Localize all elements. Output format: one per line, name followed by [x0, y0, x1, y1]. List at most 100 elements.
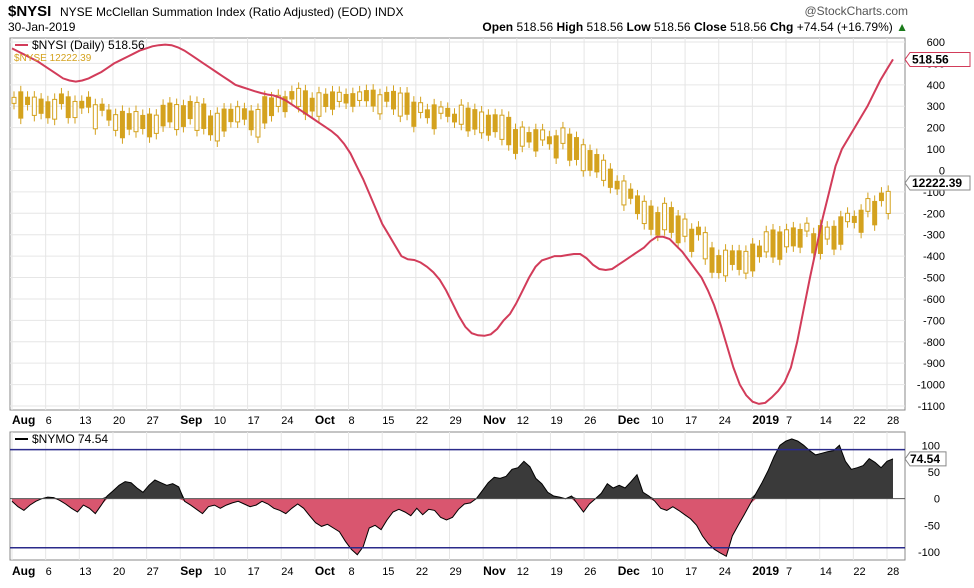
high-label: High — [556, 20, 584, 34]
y-tick-label: 0 — [939, 165, 945, 177]
nyse-candle — [431, 104, 437, 130]
open-label: Open — [482, 20, 514, 34]
nyse-candle — [729, 250, 735, 265]
nyse-candle — [804, 222, 810, 232]
nyse-candle — [560, 127, 566, 144]
nyse-candle — [784, 229, 790, 248]
nysi-series-line — [11, 43, 894, 405]
nyse-candle — [716, 255, 722, 274]
y-tick-label: -800 — [923, 337, 945, 349]
x-tick-label: 13 — [79, 566, 91, 578]
nyse-candle — [180, 105, 186, 127]
x-tick-label: 7 — [786, 415, 792, 427]
x-tick-label: 7 — [786, 566, 792, 578]
description-text: NYSE McClellan Summation Index (Ratio Ad… — [60, 5, 372, 19]
symbol: $NYSI — [8, 3, 52, 20]
nyse-candle — [607, 168, 613, 188]
nyse-candle — [851, 215, 857, 223]
nyse-candle — [770, 229, 776, 258]
x-tick-label: 17 — [248, 415, 260, 427]
nyse-candle — [113, 114, 119, 131]
x-tick-label: 22 — [853, 566, 865, 578]
nyse-candle — [858, 209, 864, 233]
exchange-text: INDX — [374, 5, 404, 19]
nyse-candle — [25, 96, 31, 105]
high-value: 518.56 — [586, 20, 624, 34]
x-tick-label: Dec — [618, 413, 640, 427]
nyse-candle — [262, 96, 268, 124]
nyse-candle — [370, 89, 376, 107]
up-arrow-icon: ▲ — [896, 20, 908, 34]
legend-nymo: $NYMO 74.54 — [32, 432, 108, 446]
nyse-candle — [845, 212, 851, 223]
nyse-candle — [289, 91, 295, 100]
oscillator-y-tick-label: 100 — [922, 440, 940, 452]
nyse-candle — [79, 100, 85, 109]
nyse-candle — [648, 205, 654, 230]
nyse-candle — [309, 97, 315, 112]
x-tick-label: 6 — [46, 566, 52, 578]
nyse-candle — [384, 91, 390, 102]
nyse-last-value-label: 12222.39 — [912, 176, 962, 190]
nyse-candle — [316, 92, 322, 117]
nyse-candle — [296, 87, 302, 107]
nyse-candle — [831, 225, 837, 250]
oscillator-y-tick-label: -50 — [924, 520, 940, 532]
close-value: 518.56 — [729, 20, 767, 34]
y-tick-label: -300 — [923, 230, 945, 242]
oscillator-y-tick-label: 50 — [928, 467, 940, 479]
y-tick-label: -500 — [923, 273, 945, 285]
oscillator-y-tick-label: -100 — [918, 547, 940, 559]
x-tick-label: 24 — [719, 566, 731, 578]
chg-label: Chg — [770, 20, 794, 34]
nyse-candle — [567, 133, 573, 161]
x-tick-label: 27 — [147, 415, 159, 427]
x-tick-label: 10 — [651, 415, 663, 427]
nyse-candle — [31, 96, 37, 116]
nyse-candle — [92, 104, 98, 130]
y-tick-label: -200 — [923, 208, 945, 220]
y-tick-label: -1000 — [917, 380, 945, 392]
nyse-candle — [424, 109, 430, 119]
y-tick-label: 600 — [927, 37, 945, 49]
nyse-candle — [689, 228, 695, 252]
x-tick-label: Nov — [483, 413, 506, 427]
x-tick-label: 17 — [685, 415, 697, 427]
nymo-last-value-badge — [904, 451, 947, 467]
nyse-candle — [214, 112, 220, 142]
nyse-candle — [153, 114, 159, 134]
nyse-candle — [540, 129, 546, 141]
low-value: 518.56 — [653, 20, 691, 34]
nyse-candle — [18, 91, 24, 119]
nyse-candle — [330, 91, 336, 110]
y-tick-label: -700 — [923, 315, 945, 327]
brand-watermark: @StockCharts.com — [804, 4, 908, 18]
nysi-last-value-badge — [904, 51, 971, 67]
x-tick-label: 8 — [349, 415, 355, 427]
nyse-candle — [363, 90, 369, 102]
x-tick-label: 8 — [349, 566, 355, 578]
nymo-negative-area — [12, 498, 893, 557]
x-tick-label: 6 — [46, 415, 52, 427]
nyse-candle — [458, 104, 464, 125]
chg-value: +74.54 (+16.79%) — [796, 20, 893, 34]
nyse-candle — [872, 200, 878, 226]
nyse-candle — [350, 93, 356, 107]
x-tick-label: 17 — [685, 566, 697, 578]
nyse-candle — [38, 98, 44, 114]
x-tick-label: 17 — [248, 566, 260, 578]
nyse-candle — [553, 135, 559, 159]
nyse-candle — [777, 231, 783, 260]
x-tick-label: 28 — [887, 415, 899, 427]
nyse-candle — [336, 91, 342, 102]
nyse-candle — [601, 159, 607, 181]
nyse-candle — [750, 243, 756, 272]
x-tick-label: Sep — [180, 564, 202, 578]
nyse-candle — [885, 190, 891, 214]
x-tick-label: Aug — [12, 564, 35, 578]
x-tick-label: 19 — [550, 566, 562, 578]
nyse-candle — [756, 245, 762, 258]
nyse-candle — [167, 102, 173, 123]
nyse-candle — [512, 129, 518, 154]
